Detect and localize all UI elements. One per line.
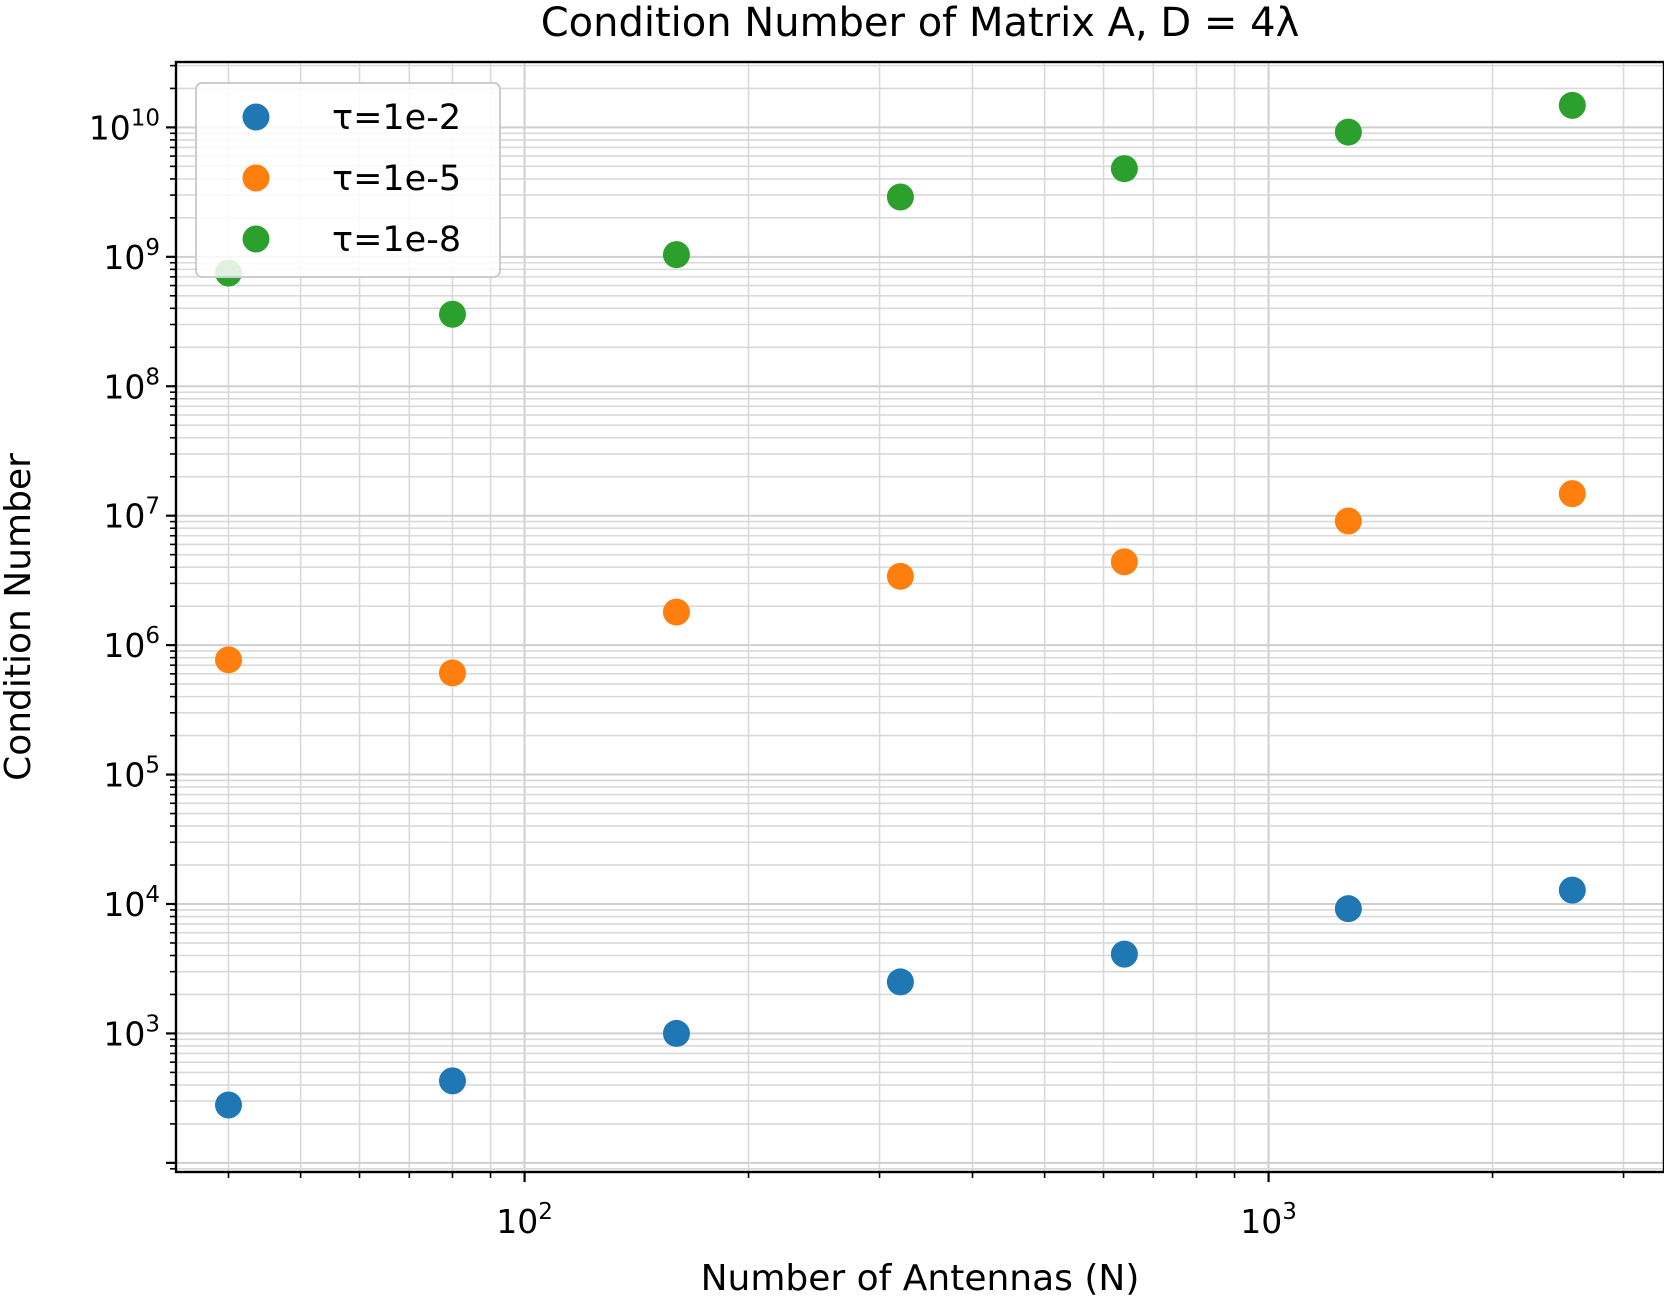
data-point-series-0 xyxy=(1110,940,1138,968)
legend-marker xyxy=(242,225,270,253)
y-tick-label-base: 10 xyxy=(103,756,145,795)
series-0 xyxy=(215,876,1586,1119)
y-tick-label-exponent: 6 xyxy=(145,623,160,649)
y-tick-label: 1010 xyxy=(89,105,160,147)
y-tick-label-base: 10 xyxy=(103,1014,145,1053)
data-point-series-0 xyxy=(1334,895,1362,923)
y-tick-label: 105 xyxy=(103,753,160,795)
data-point-series-2 xyxy=(1334,118,1362,146)
plot-frame xyxy=(174,60,1664,1174)
data-point-series-1 xyxy=(215,646,243,674)
y-tick-label-exponent: 9 xyxy=(145,235,160,261)
x-tick-label: 103 xyxy=(1240,1199,1297,1241)
x-tick-label-base: 10 xyxy=(496,1202,538,1241)
y-tick-label-exponent: 3 xyxy=(145,1011,160,1037)
data-point-series-1 xyxy=(886,562,914,590)
data-point-series-1 xyxy=(1110,548,1138,576)
data-point-series-2 xyxy=(438,300,466,328)
data-point-series-0 xyxy=(438,1067,466,1095)
y-tick-label: 107 xyxy=(103,494,160,536)
y-tick-label-exponent: 4 xyxy=(145,882,160,908)
y-tick-label: 103 xyxy=(103,1011,160,1053)
data-point-series-1 xyxy=(1558,480,1586,508)
data-point-series-2 xyxy=(886,183,914,211)
y-tick-label-base: 10 xyxy=(89,108,131,147)
data-point-series-2 xyxy=(662,241,690,269)
y-tick-label-base: 10 xyxy=(103,497,145,536)
data-point-series-1 xyxy=(662,598,690,626)
data-point-series-0 xyxy=(215,1091,243,1119)
data-point-series-1 xyxy=(438,659,466,687)
legend-label: τ=1e-8 xyxy=(332,220,461,260)
y-tick-label: 109 xyxy=(103,235,160,277)
legend-label: τ=1e-5 xyxy=(332,159,461,199)
y-axis-label: Condition Number xyxy=(0,453,39,781)
data-point-series-0 xyxy=(662,1019,690,1047)
y-tick-label-exponent: 5 xyxy=(145,753,160,779)
data-point-series-0 xyxy=(886,968,914,996)
y-tick-label: 106 xyxy=(103,623,160,665)
y-tick-label: 104 xyxy=(103,882,160,924)
data-point-series-2 xyxy=(1558,91,1586,119)
x-tick-label-exponent: 2 xyxy=(538,1199,553,1225)
y-tick-label-exponent: 8 xyxy=(145,364,160,390)
x-axis-label: Number of Antennas (N) xyxy=(701,1258,1140,1298)
legend: τ=1e-2 τ=1e-5 τ=1e-8 xyxy=(195,82,501,278)
y-tick-label-exponent: 7 xyxy=(145,494,160,520)
y-tick-label: 108 xyxy=(103,364,160,406)
chart-title: Condition Number of Matrix A, D = 4λ xyxy=(541,0,1300,46)
y-tick-label-base: 10 xyxy=(103,238,145,277)
data-point-series-2 xyxy=(1110,155,1138,183)
x-tick-label-exponent: 3 xyxy=(1282,1199,1297,1225)
y-tick-label-base: 10 xyxy=(103,885,145,924)
x-tick-label-base: 10 xyxy=(1240,1202,1282,1241)
y-tick-label-base: 10 xyxy=(103,367,145,406)
legend-marker xyxy=(242,164,270,192)
axis-ticks xyxy=(166,64,1625,1182)
series-2 xyxy=(215,91,1586,328)
legend-marker xyxy=(242,103,270,131)
legend-box xyxy=(195,82,501,278)
y-tick-label-exponent: 10 xyxy=(131,105,160,131)
series-1 xyxy=(215,480,1586,687)
data-points xyxy=(215,91,1586,1119)
legend-label: τ=1e-2 xyxy=(332,98,461,138)
x-tick-label: 102 xyxy=(496,1199,553,1241)
data-point-series-0 xyxy=(1558,876,1586,904)
data-point-series-1 xyxy=(1334,507,1362,535)
y-tick-label-base: 10 xyxy=(103,626,145,665)
